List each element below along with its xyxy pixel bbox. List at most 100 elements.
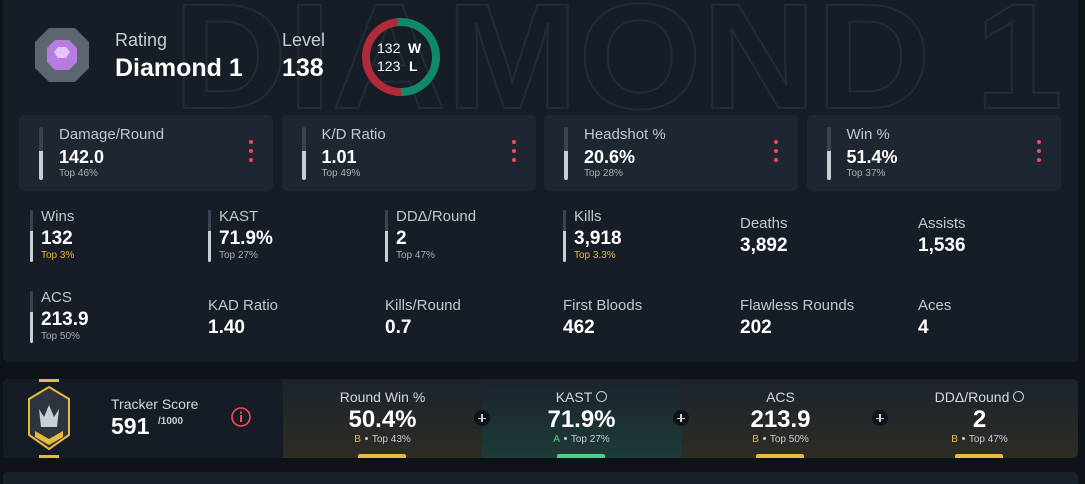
menu-button[interactable] [1036,140,1041,167]
tracker-score: 591 [111,413,150,439]
stat-rank: Top 3% [41,250,75,261]
stat-card: Headshot % 20.6% Top 28% [544,115,798,191]
stat-item: Aces 4 [918,289,1085,345]
grade-bar [557,454,605,458]
losses-count: 123 [377,58,401,74]
next-panel [3,472,1078,484]
stat-rank: Top 47% [396,250,435,261]
menu-dot [774,149,778,153]
stat-rank: Top 50% [41,331,80,342]
stat-item: Flawless Rounds 202 [740,289,910,345]
stat-item: Kills/Round 0.7 [385,289,555,345]
stat-value: 142.0 [59,147,105,167]
stat-label: Wins [41,208,75,225]
stat-item: KAST 71.9% Top 27% [208,208,378,264]
score-label-row: Round Win % [283,389,482,405]
menu-dot [774,158,778,162]
stat-rank: Top 46% [59,168,98,179]
info-icon[interactable] [596,391,608,402]
menu-button[interactable] [249,140,253,167]
stat-label: Deaths [740,215,788,232]
stat-label: K/D Ratio [321,126,386,143]
profile-panel: DIAMOND 1 Rating Diamond 1 Level 138 132… [3,0,1078,362]
score-grade: B [752,434,759,445]
menu-dot [511,149,516,153]
stat-bar-fill [563,230,566,262]
info-icon[interactable] [1013,391,1025,402]
wins-count: 132 [377,40,401,56]
watermark: DIAMOND 1 [173,0,1063,115]
stat-bar [30,291,33,343]
stat-value: 71.9% [219,228,273,249]
score-label: KAST [555,389,593,405]
stat-label: Kills/Round [385,297,461,314]
stat-bar-fill [30,230,33,262]
stat-value: 0.7 [385,317,412,338]
losses-arc [362,18,440,96]
score-grade: B [354,434,361,445]
rank-gem-core [54,47,70,58]
stat-label: Damage/Round [59,126,165,143]
score-label-row: ACS [681,389,880,405]
stat-value: 1,536 [918,235,966,256]
stat-bar-fill [30,311,33,343]
stat-value: 2 [396,228,407,249]
stat-value: 4 [918,317,929,338]
stat-value: 1.01 [321,147,357,167]
stat-card: K/D Ratio 1.01 Top 49% [281,115,536,191]
grade-bar [955,454,1003,458]
stat-label: Kills [574,208,602,225]
separator [762,437,766,440]
expand-button[interactable] [474,410,490,426]
menu-dot [511,140,516,144]
menu-button[interactable] [774,140,778,167]
separator [364,437,368,440]
score-value: 50.4% [348,406,417,433]
stat-label: Flawless Rounds [740,297,855,314]
expand-button[interactable] [673,410,689,426]
stat-bar-fill [39,150,43,180]
stat-bar [826,127,831,180]
score-value: 71.9% [547,406,616,433]
stat-bar-fill [208,230,211,262]
grade-bar [756,454,804,458]
stat-bar-fill [385,230,388,262]
stat-item: First Bloods 462 [563,289,733,345]
score-label: ACS [766,389,795,405]
stat-label: Assists [918,215,966,232]
menu-dot [249,158,253,162]
score-card: KAST 71.9% A Top 27% [482,379,681,458]
info-icon[interactable] [230,406,252,428]
score-rank: Top 50% [769,434,809,445]
stat-bar [301,127,306,180]
stat-item: Wins 132 Top 3% [30,208,200,264]
rating-label: Rating [115,30,168,50]
stat-value: 3,918 [574,228,622,249]
stat-bar [563,210,566,262]
stat-value: 462 [563,317,595,338]
menu-button[interactable] [511,140,516,167]
stat-value: 1.40 [208,317,245,338]
menu-dot [1036,158,1041,162]
stat-rank: Top 37% [846,168,886,179]
stat-card: Win % 51.4% Top 37% [806,115,1061,191]
stat-label: First Bloods [563,297,643,314]
stat-label: KAD Ratio [208,297,279,314]
score-grade: B [951,434,958,445]
grade-bar [358,454,406,458]
stat-bar [564,127,568,180]
score-card: DDΔ/Round 2 B Top 47% [880,379,1078,458]
expand-button[interactable] [872,410,888,426]
stat-bar [39,127,43,180]
menu-dot [249,140,253,144]
score-value: 213.9 [750,406,811,433]
score-grade: A [553,434,560,445]
stat-item: Deaths 3,892 [740,208,910,264]
stat-rank: Top 49% [321,168,361,179]
stat-value: 3,892 [740,235,788,256]
score-label: DDΔ/Round [934,389,1010,405]
stat-label: Headshot % [584,126,666,143]
stat-rank: Top 28% [584,168,623,179]
stat-value: 51.4% [846,147,898,167]
menu-dot [1036,140,1041,144]
